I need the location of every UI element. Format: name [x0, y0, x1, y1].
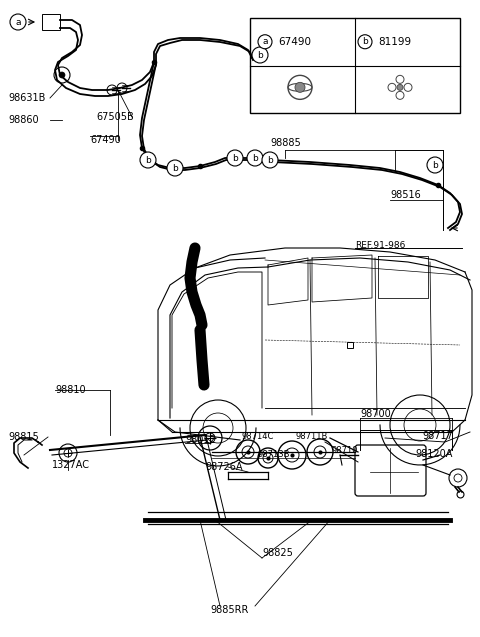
Circle shape [295, 82, 305, 92]
Text: 98710: 98710 [332, 445, 359, 455]
Circle shape [10, 14, 26, 30]
Text: b: b [252, 154, 258, 162]
Text: 67505B: 67505B [96, 112, 134, 122]
Text: 81199: 81199 [378, 37, 411, 47]
Circle shape [167, 160, 183, 176]
Circle shape [140, 152, 156, 168]
Text: 9885RR: 9885RR [210, 605, 248, 615]
Text: 98012: 98012 [185, 435, 216, 445]
Text: 98700: 98700 [360, 409, 391, 419]
Text: a: a [262, 37, 268, 47]
Circle shape [258, 35, 272, 49]
Text: 98726A: 98726A [205, 462, 242, 472]
Text: 98516: 98516 [390, 190, 421, 200]
Circle shape [427, 157, 443, 173]
Text: 98825: 98825 [262, 548, 293, 558]
Bar [42, 14, 60, 30]
Text: a: a [15, 17, 21, 27]
Text: b: b [145, 155, 151, 164]
Circle shape [59, 72, 65, 78]
Text: b: b [362, 37, 368, 47]
Text: REF.91-986: REF.91-986 [355, 241, 406, 250]
Text: b: b [232, 154, 238, 162]
Text: 98717: 98717 [422, 431, 453, 441]
Text: 98120A: 98120A [415, 449, 452, 459]
Text: 98714C: 98714C [242, 431, 275, 441]
Circle shape [227, 150, 243, 166]
Text: b: b [267, 155, 273, 164]
Text: 67490: 67490 [278, 37, 311, 47]
Text: 98631B: 98631B [8, 93, 46, 103]
Text: 98815: 98815 [8, 432, 39, 442]
Circle shape [397, 84, 403, 90]
Text: b: b [172, 164, 178, 173]
Text: 98711B: 98711B [296, 431, 328, 441]
Text: 67490: 67490 [90, 135, 121, 145]
Circle shape [247, 150, 263, 166]
Text: 98713B: 98713B [258, 450, 290, 459]
Text: 98885: 98885 [270, 138, 301, 148]
Text: 98860: 98860 [8, 115, 38, 125]
Text: 98810: 98810 [55, 385, 85, 395]
Text: b: b [432, 161, 438, 169]
Circle shape [262, 152, 278, 168]
Text: 1327AC: 1327AC [52, 460, 90, 470]
Circle shape [358, 35, 372, 49]
Bar [250, 18, 460, 113]
Circle shape [252, 47, 268, 63]
Text: b: b [257, 50, 263, 59]
